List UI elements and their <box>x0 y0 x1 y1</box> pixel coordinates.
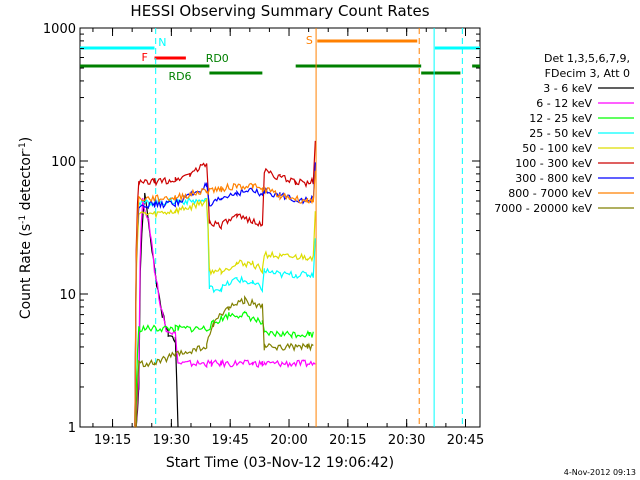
flag-label-f: F <box>142 51 148 64</box>
chart-title: HESSI Observing Summary Count Rates <box>130 2 429 20</box>
x-axis-label: Start Time (03-Nov-12 19:06:42) <box>166 455 394 471</box>
y-axis-label-sup2: -1 <box>18 142 28 151</box>
instrument-flags: NF S RD0 RD6 <box>80 34 480 83</box>
legend-label-6-12-kev: 6 - 12 keV <box>536 97 592 110</box>
legend-label-100-300-kev: 100 - 300 keV <box>515 157 592 170</box>
series-line-100-300-kev <box>134 140 316 428</box>
legend-label-7000-20000-kev: 7000 - 20000 keV <box>494 202 592 215</box>
x-tick-label: 19:30 <box>153 433 190 448</box>
y-axis-label: Count Rate (s-1 detector-1) <box>18 137 34 319</box>
series-line-300-800-kev <box>134 162 316 428</box>
y-axis-label-end: ) <box>18 137 34 142</box>
x-tick-label: 20:00 <box>270 433 307 448</box>
flag-label-rd0: RD0 <box>206 52 229 65</box>
series-line-6-12-kev <box>134 197 316 428</box>
series-line-25-50-kev <box>134 196 316 428</box>
legend-items: 3 - 6 keV 6 - 12 keV 12 - 25 keV 25 - 50 ke… <box>494 82 634 215</box>
series-line-800-7000-kev <box>134 170 316 428</box>
x-tick-label: 19:15 <box>94 433 131 448</box>
event-markers <box>155 28 463 427</box>
timestamp: 4-Nov-2012 09:13 <box>564 468 636 477</box>
legend-label-50-100-kev: 50 - 100 keV <box>522 142 592 155</box>
legend-label-3-6-kev: 3 - 6 keV <box>543 82 592 95</box>
y-axis-label-sup1: -1 <box>18 215 28 224</box>
x-tick-label: 19:45 <box>211 433 248 448</box>
y-tick-label: 100 <box>51 155 76 170</box>
plot-frame <box>79 27 481 428</box>
legend-label-12-25-kev: 12 - 25 keV <box>529 112 592 125</box>
legend: Det 1,3,5,6,7,9, FDecim 3, Att 0 3 - 6 k… <box>494 52 634 215</box>
flag-label-rd6: RD6 <box>168 70 191 83</box>
data-series <box>134 140 316 428</box>
y-tick-label: 1000 <box>43 22 76 37</box>
axes: 1 10 100 1000 19:15 19:30 19:45 20:00 20:15 20:30… <box>43 22 484 448</box>
series-line-12-25-kev <box>134 310 314 428</box>
legend-header-line2: FDecim 3, Att 0 <box>545 67 630 80</box>
legend-header-line1: Det 1,3,5,6,7,9, <box>544 52 630 65</box>
series-line-50-100-kev <box>134 197 316 428</box>
legend-label-25-50-kev: 25 - 50 keV <box>529 127 592 140</box>
flag-label-s: S <box>306 34 313 47</box>
flag-label-n: N <box>158 36 166 49</box>
x-tick-label: 20:15 <box>329 433 366 448</box>
series-line-3-6-kev <box>134 192 179 428</box>
y-axis-label-mid: detector <box>18 151 34 215</box>
legend-label-300-800-kev: 300 - 800 keV <box>515 172 592 185</box>
y-axis-label-main: Count Rate (s <box>18 224 34 319</box>
y-tick-label: 1 <box>68 421 76 436</box>
series-line-7000-20000-kev <box>134 295 314 428</box>
y-tick-label: 10 <box>59 288 76 303</box>
x-tick-label: 20:30 <box>388 433 425 448</box>
x-tick-label: 20:45 <box>447 433 484 448</box>
legend-label-800-7000-kev: 800 - 7000 keV <box>508 187 592 200</box>
